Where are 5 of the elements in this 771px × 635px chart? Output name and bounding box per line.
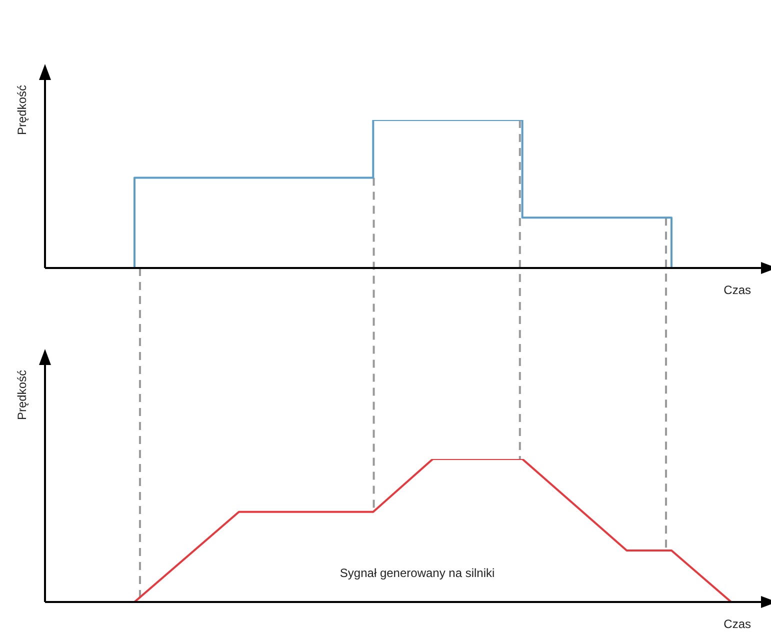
y-axis-title: Prędkość xyxy=(15,370,29,420)
x-axis-title: Czas xyxy=(724,617,751,631)
annotation: Sygnał generowany na silniki xyxy=(340,566,495,580)
x-axis-title: Czas xyxy=(724,283,751,297)
y-axis-title: Prędkość xyxy=(15,84,29,136)
